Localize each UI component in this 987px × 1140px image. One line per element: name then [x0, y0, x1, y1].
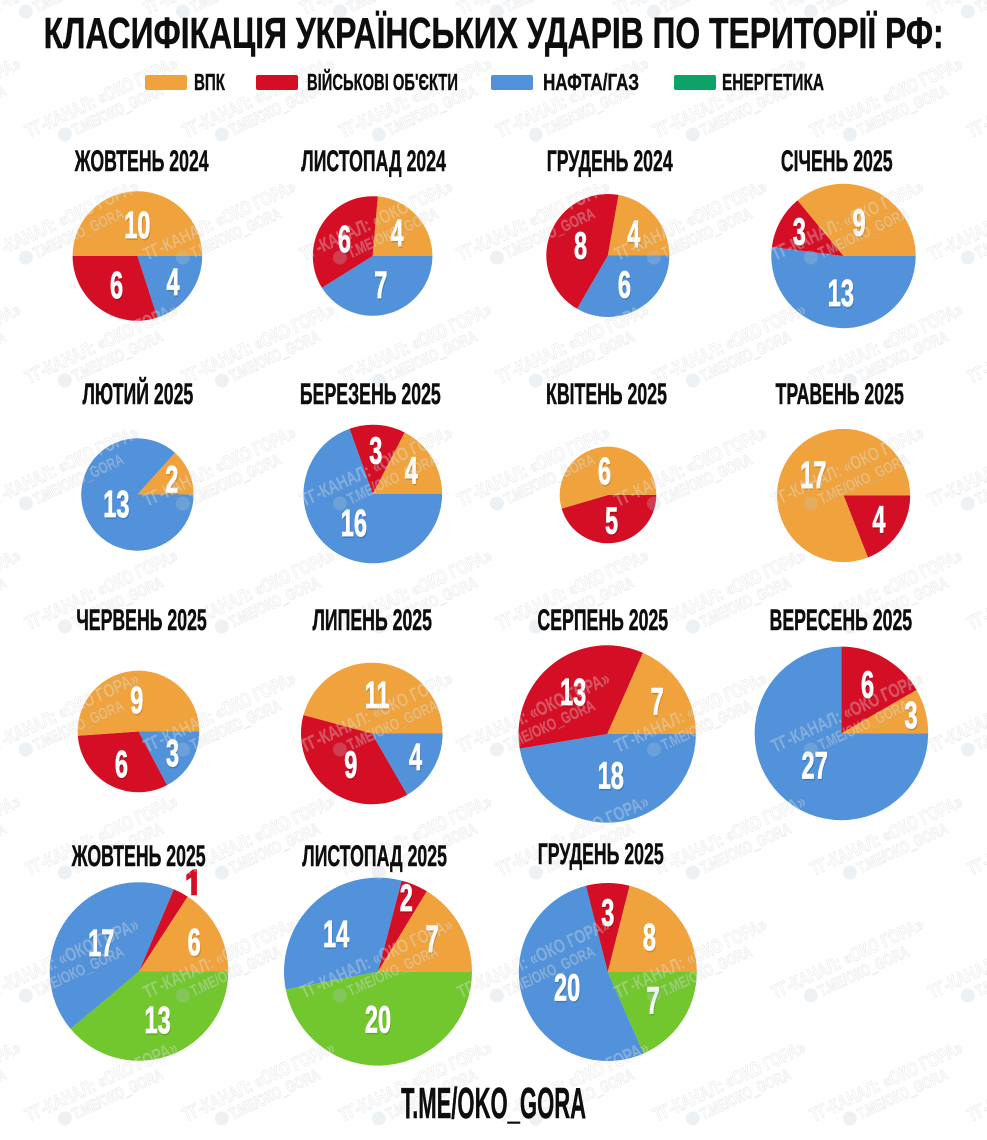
- svg-text:4: 4: [166, 260, 179, 303]
- svg-text:3: 3: [904, 693, 917, 736]
- svg-text:6: 6: [598, 449, 611, 492]
- svg-text:7: 7: [375, 265, 388, 308]
- svg-text:6: 6: [599, 451, 612, 494]
- svg-text:2: 2: [401, 878, 414, 921]
- svg-text:9: 9: [345, 745, 358, 788]
- svg-text:4: 4: [873, 500, 886, 543]
- svg-text:4: 4: [872, 498, 885, 541]
- svg-text:13: 13: [828, 271, 854, 314]
- svg-text:6: 6: [116, 744, 129, 787]
- svg-text:8: 8: [644, 917, 657, 960]
- svg-text:5: 5: [605, 499, 618, 542]
- svg-text:16: 16: [342, 503, 368, 546]
- svg-text:4: 4: [409, 735, 422, 778]
- svg-text:14: 14: [323, 912, 350, 955]
- svg-text:6: 6: [110, 263, 123, 306]
- svg-text:18: 18: [599, 756, 625, 799]
- svg-text:8: 8: [643, 915, 656, 958]
- svg-text:2: 2: [400, 876, 413, 919]
- svg-text:6: 6: [189, 922, 202, 965]
- svg-text:8: 8: [574, 224, 587, 267]
- svg-text:7: 7: [650, 680, 663, 723]
- svg-text:9: 9: [344, 743, 357, 786]
- svg-text:10: 10: [124, 203, 150, 246]
- svg-text:13: 13: [145, 1000, 171, 1043]
- svg-text:20: 20: [366, 1000, 392, 1043]
- svg-text:6: 6: [188, 920, 201, 963]
- svg-text:13: 13: [144, 998, 170, 1041]
- svg-text:6: 6: [618, 262, 631, 305]
- svg-text:4: 4: [410, 737, 423, 780]
- svg-text:20: 20: [365, 998, 391, 1041]
- svg-text:3: 3: [905, 695, 918, 738]
- svg-text:13: 13: [103, 482, 129, 525]
- svg-text:4: 4: [167, 262, 180, 305]
- svg-text:18: 18: [598, 754, 624, 797]
- svg-text:8: 8: [575, 226, 588, 269]
- svg-text:5: 5: [606, 501, 619, 544]
- svg-text:13: 13: [829, 273, 855, 316]
- svg-text:6: 6: [619, 264, 632, 307]
- svg-text:13: 13: [104, 484, 130, 527]
- svg-text:9: 9: [131, 680, 144, 723]
- svg-text:14: 14: [324, 914, 351, 957]
- svg-text:6: 6: [115, 742, 128, 785]
- svg-text:6: 6: [111, 265, 124, 308]
- svg-text:7: 7: [374, 263, 387, 306]
